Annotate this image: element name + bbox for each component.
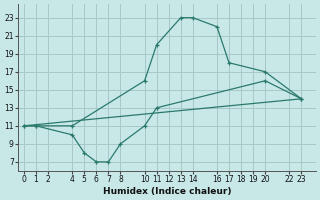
- X-axis label: Humidex (Indice chaleur): Humidex (Indice chaleur): [103, 187, 231, 196]
